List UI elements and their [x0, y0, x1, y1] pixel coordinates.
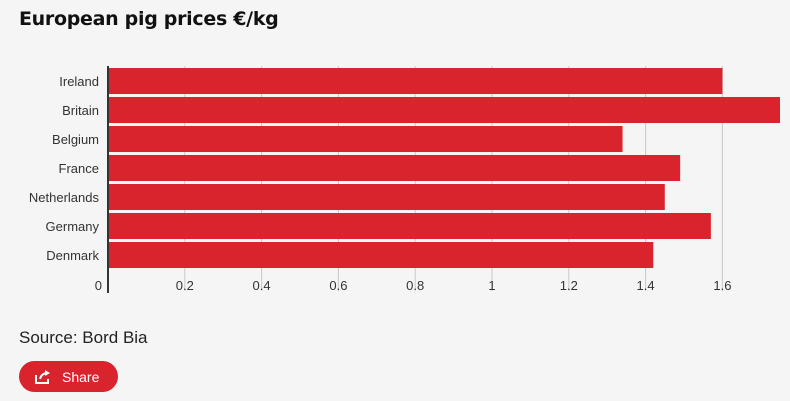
x-tick-label: 1.4	[637, 278, 655, 293]
x-tick-label: 0.2	[176, 278, 194, 293]
share-label: Share	[62, 368, 100, 385]
category-label: Netherlands	[29, 190, 100, 205]
share-button[interactable]: Share	[19, 361, 118, 392]
category-label: Ireland	[59, 74, 99, 89]
bar-denmark[interactable]	[108, 242, 654, 268]
category-label: Britain	[62, 103, 99, 118]
bar-britain[interactable]	[108, 97, 780, 123]
x-tick-label: 0.4	[253, 278, 271, 293]
share-icon	[34, 369, 52, 385]
category-labels: Ireland Britain Belgium France Netherlands Ge…	[29, 74, 100, 263]
x-tick-label: 0.8	[406, 278, 424, 293]
bar-germany[interactable]	[108, 213, 711, 239]
bar-ireland[interactable]	[108, 68, 723, 94]
bar-chart: Ireland Britain Belgium France Netherlands Ge…	[29, 66, 780, 293]
category-label: Germany	[46, 219, 100, 234]
chart-title: European pig prices €/kg	[19, 8, 279, 30]
source-note: Source: Bord Bia	[19, 328, 148, 347]
bar-france[interactable]	[108, 155, 681, 181]
category-label: France	[59, 161, 99, 176]
x-tick-label: 0	[95, 278, 102, 293]
bar-netherlands[interactable]	[108, 184, 665, 210]
x-tick-label: 1	[488, 278, 495, 293]
bar-belgium[interactable]	[108, 126, 623, 152]
bars	[108, 68, 780, 268]
x-tick-label: 1.6	[713, 278, 731, 293]
category-label: Denmark	[46, 248, 99, 263]
x-tick-label: 1.2	[560, 278, 578, 293]
x-tick-label: 0.6	[329, 278, 347, 293]
category-label: Belgium	[52, 132, 99, 147]
x-tick-labels: 0 0.2 0.4 0.6 0.8 1 1.2 1.4 1.6	[95, 278, 732, 293]
